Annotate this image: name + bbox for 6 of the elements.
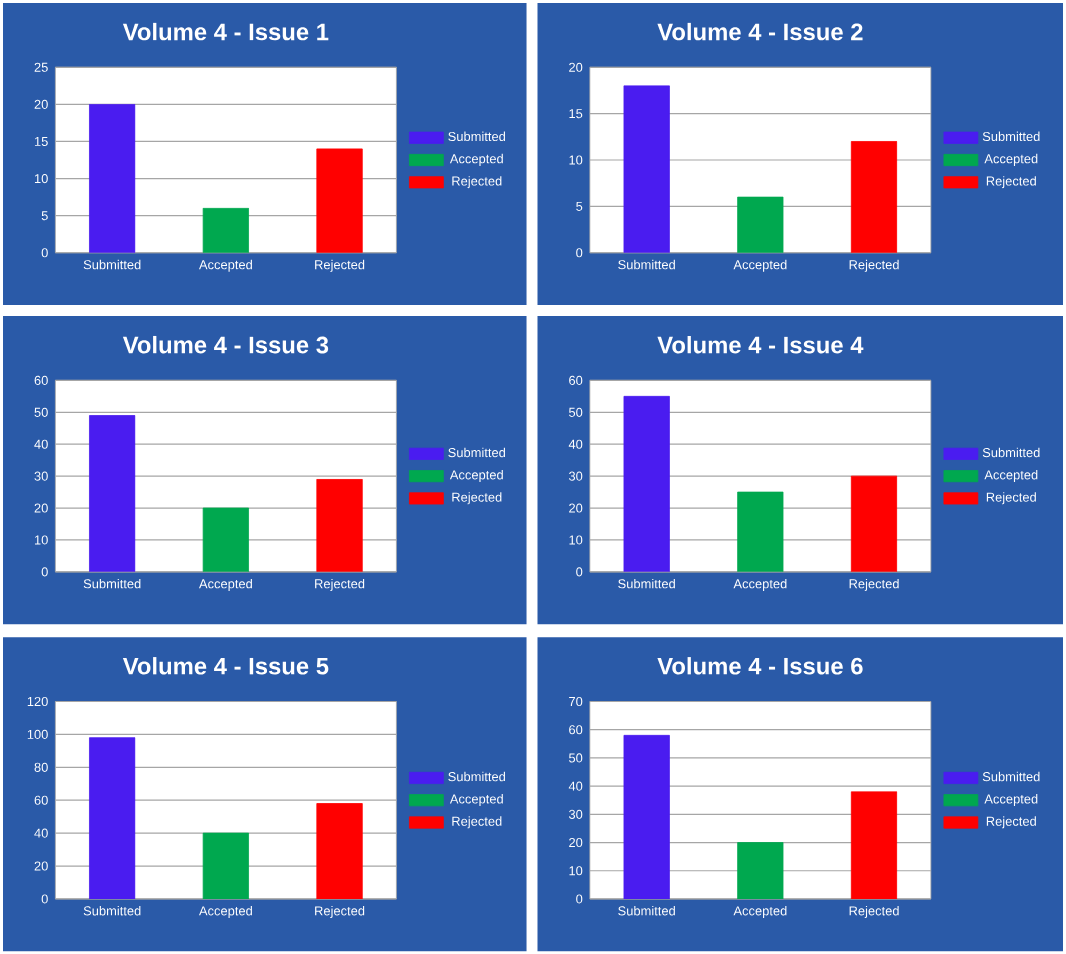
chart-title: Volume 4 - Issue 2 bbox=[657, 22, 863, 41]
chart-title: Volume 4 - Issue 1 bbox=[122, 22, 329, 41]
chart-title: Volume 4 - Issue 6 bbox=[657, 656, 863, 675]
chart-title: Volume 4 - Issue 4 bbox=[657, 335, 864, 354]
chart-title: Volume 4 - Issue 3 bbox=[122, 335, 329, 354]
chart-title: Volume 4 - Issue 5 bbox=[122, 656, 329, 675]
